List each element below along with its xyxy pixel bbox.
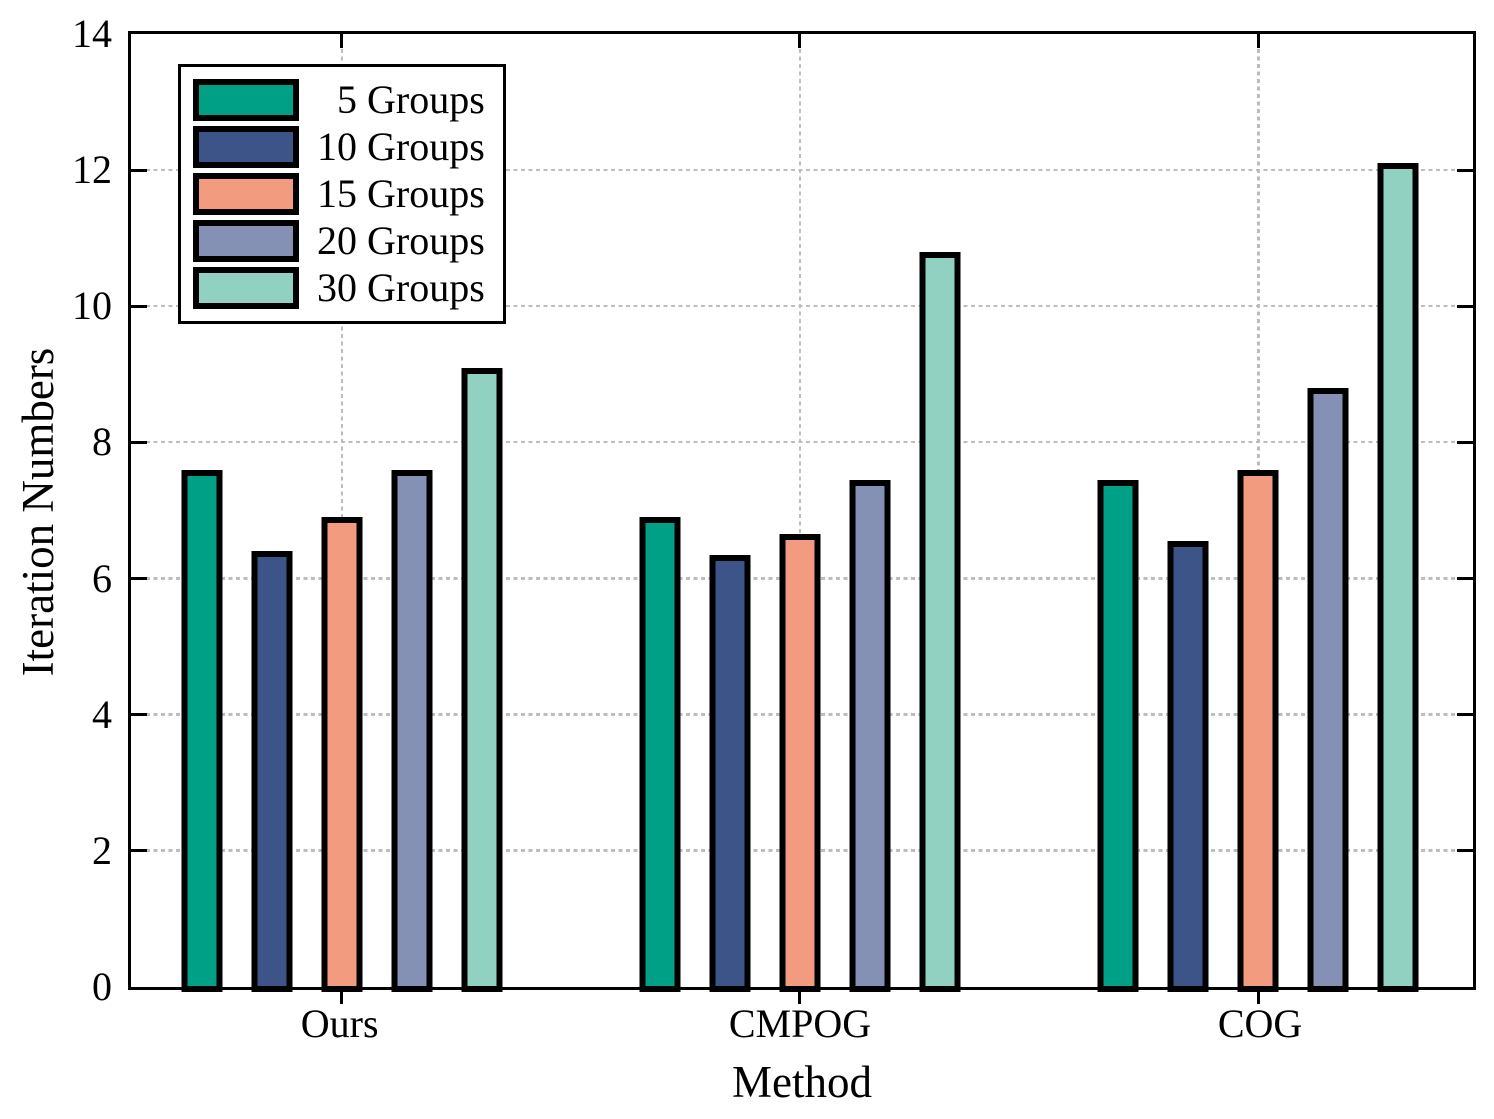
y-tick-label: 6: [92, 555, 112, 601]
y-gridline: [131, 304, 1473, 308]
bar-30-groups: [461, 367, 503, 992]
bar-20-groups: [1307, 387, 1349, 992]
legend-swatch: [193, 126, 299, 168]
y-tick-label: 10: [72, 283, 112, 329]
x-tick-label: CMPOG: [728, 1001, 872, 1046]
y-tick-mark: [1457, 713, 1473, 717]
y-tick-label: 2: [92, 827, 112, 873]
y-tick-mark: [131, 168, 147, 172]
bar-30-groups: [919, 251, 961, 992]
tick-layer: [131, 34, 1473, 1004]
x-tick-label: COG: [1217, 1001, 1303, 1046]
bar-15-groups: [1237, 469, 1279, 992]
x-gridline: [340, 34, 344, 987]
legend-swatch: [193, 79, 299, 121]
y-gridline: [131, 440, 1473, 444]
y-tick-label: 0: [92, 964, 112, 1009]
legend-swatch: [193, 267, 299, 309]
y-tick-mark: [1457, 304, 1473, 308]
bar-group-cog: [1097, 34, 1419, 992]
x-tick-mark: [1256, 34, 1260, 48]
y-tick-mark: [131, 713, 147, 717]
y-tick-mark: [1457, 577, 1473, 581]
x-tick-mark: [340, 990, 344, 1004]
legend-item-number: 10: [317, 124, 357, 169]
legend-item-label: 20 Groups: [317, 218, 485, 263]
legend-item-label: 15 Groups: [317, 171, 485, 216]
x-tick-mark: [798, 34, 802, 48]
y-tick-mark: [131, 849, 147, 853]
y-tick-mark: [131, 440, 147, 444]
legend-item: 30 Groups: [193, 267, 485, 309]
bar-20-groups: [391, 469, 433, 992]
y-tick-mark: [1457, 849, 1473, 853]
y-tick-labels: 0 2 4 6 8 10 12 14: [0, 0, 112, 1119]
y-gridline: [131, 168, 1473, 172]
legend-swatch: [193, 220, 299, 262]
x-tick-mark: [798, 990, 802, 1004]
bar-5-groups: [181, 469, 223, 992]
legend-item-label: 30 Groups: [317, 265, 485, 310]
x-tick-label: Ours: [300, 1001, 379, 1046]
bar-10-groups: [1167, 541, 1209, 992]
legend-item: 20 Groups: [193, 220, 485, 262]
bar-group-ours: [181, 34, 503, 992]
y-tick-label: 8: [92, 419, 112, 465]
legend-item-number: 30: [317, 265, 357, 310]
legend-item-number: 15: [317, 171, 357, 216]
y-tick-label: 12: [72, 147, 112, 193]
y-tick-mark: [131, 304, 147, 308]
bar-5-groups: [1097, 479, 1139, 992]
bar-5-groups: [639, 517, 681, 992]
bar-20-groups: [849, 479, 891, 992]
x-tick-labels: Ours CMPOG COG: [128, 1000, 1476, 1052]
x-axis-label: Method: [732, 1057, 872, 1107]
legend-item-number: 5: [337, 77, 357, 122]
bar-15-groups: [321, 517, 363, 992]
bar-15-groups: [779, 534, 821, 992]
legend: 5 Groups 10 Groups 15 Groups 20 Groups 30 Gr…: [178, 64, 506, 324]
legend-item-number: 20: [317, 218, 357, 263]
plot-area: 5 Groups 10 Groups 15 Groups 20 Groups 30 Gr…: [128, 31, 1476, 1004]
y-tick-label: 4: [92, 691, 112, 737]
x-tick-mark: [340, 34, 344, 48]
legend-item: 5 Groups: [193, 79, 485, 121]
y-tick-mark: [1457, 440, 1473, 444]
y-tick-mark: [1457, 168, 1473, 172]
bar-layer: [131, 34, 1473, 992]
bar-10-groups: [709, 554, 751, 992]
bar-group-cmpog: [639, 34, 961, 992]
x-gridline: [798, 34, 802, 987]
legend-item: 15 Groups: [193, 173, 485, 215]
y-tick-label: 14: [72, 11, 112, 56]
bar-30-groups: [1377, 163, 1419, 992]
legend-item: 10 Groups: [193, 126, 485, 168]
legend-item-label: 5 Groups: [315, 79, 485, 121]
legend-item-label: 10 Groups: [317, 124, 485, 169]
bar-10-groups: [251, 551, 293, 992]
legend-swatch: [193, 173, 299, 215]
y-tick-mark: [131, 577, 147, 581]
x-tick-mark: [1256, 990, 1260, 1004]
